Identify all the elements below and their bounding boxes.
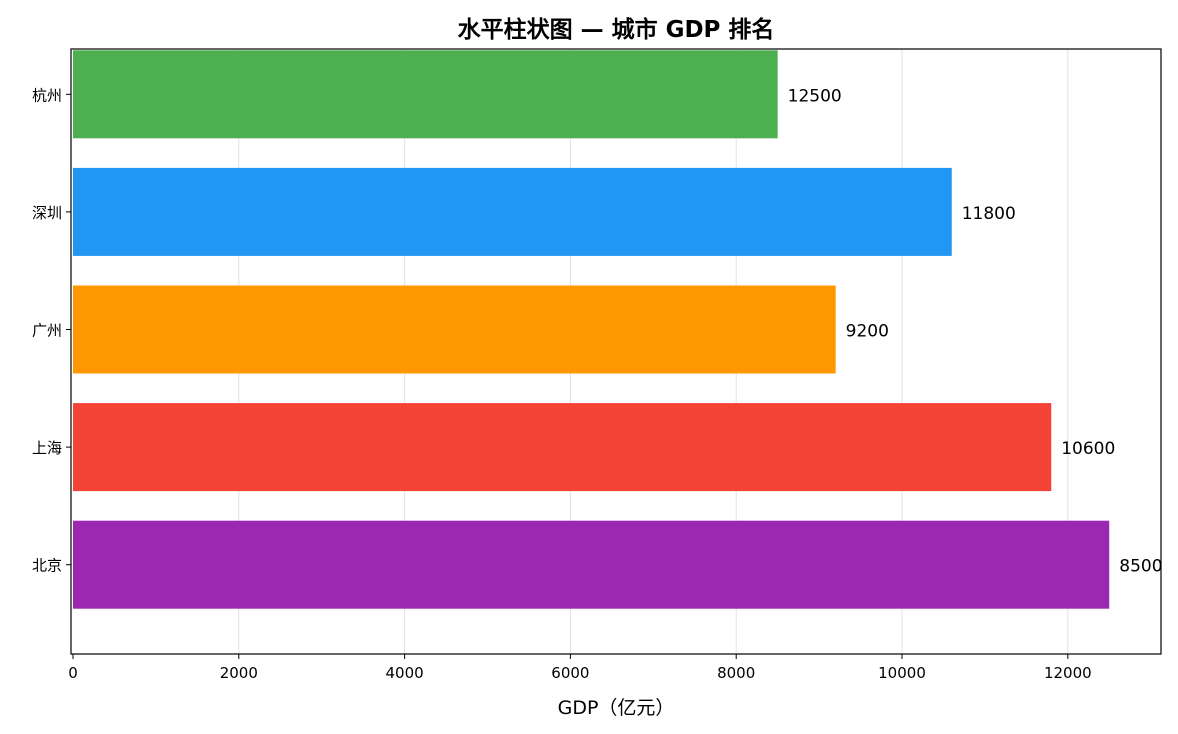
- data-labels: 8500 10600 9200 11800 12500: [788, 86, 1163, 576]
- bar-value-label: 9200: [846, 322, 889, 342]
- x-tick-label: 6000: [551, 664, 589, 682]
- chart-title: 水平柱状图 — 城市 GDP 排名: [458, 16, 775, 43]
- bar-value-label: 12500: [788, 86, 842, 106]
- x-tick-label: 10000: [878, 664, 926, 682]
- x-tick-label: 2000: [220, 664, 258, 682]
- x-tick-label: 4000: [386, 664, 424, 682]
- bar: [73, 50, 778, 139]
- bar: [73, 167, 952, 256]
- y-tick-label: 北京: [32, 557, 62, 575]
- bar-value-label: 11800: [962, 204, 1016, 224]
- x-tick-label: 12000: [1044, 664, 1092, 682]
- bar: [73, 520, 1110, 609]
- y-tick-label: 广州: [32, 322, 62, 340]
- x-tick-label: 0: [68, 664, 78, 682]
- x-axis-ticks: 0 2000 4000 6000 8000 10000 12000: [68, 654, 1092, 682]
- y-tick-label: 杭州: [32, 86, 62, 104]
- bar-value-label: 10600: [1061, 439, 1115, 459]
- bars: [73, 50, 1110, 609]
- bar: [73, 403, 1052, 492]
- x-tick-label: 8000: [717, 664, 755, 682]
- bar: [73, 285, 836, 374]
- y-axis-ticks: 北京 上海 广州 深圳 杭州: [32, 86, 71, 575]
- bar-value-label: 8500: [1119, 557, 1162, 577]
- y-tick-label: 上海: [32, 439, 62, 457]
- plot-frame: [70, 48, 1162, 655]
- x-axis-label: GDP（亿元）: [558, 697, 675, 719]
- y-tick-label: 深圳: [32, 204, 62, 222]
